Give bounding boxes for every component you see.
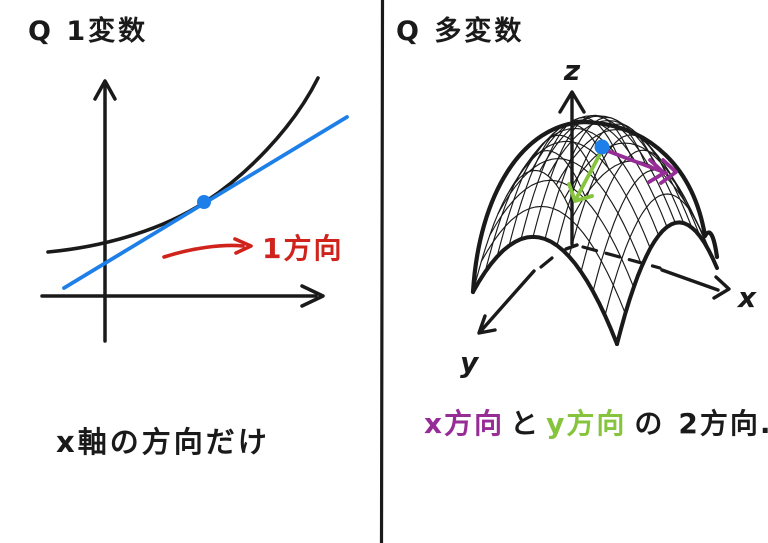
z-axis-label: z bbox=[563, 54, 581, 87]
caption-y-direction: y方向 bbox=[546, 407, 626, 440]
dome-front-left-edge bbox=[471, 234, 619, 346]
y-direction-arrowhead-icon bbox=[567, 182, 594, 203]
panel-divider bbox=[379, 0, 385, 543]
z-axis bbox=[564, 92, 579, 251]
left-y-axis-arrowhead-icon bbox=[93, 79, 117, 101]
caption-and: と bbox=[510, 407, 540, 440]
left-x-axis-arrowhead-icon bbox=[300, 284, 325, 308]
direction-arrowhead-icon bbox=[233, 237, 253, 255]
left-panel-graph: 1方向 Q 1変数 x軸の方向だけ bbox=[28, 15, 349, 459]
dome-front-right-edge bbox=[615, 220, 719, 346]
dome-mesh-line bbox=[530, 115, 676, 224]
dome-mesh-line bbox=[472, 236, 618, 345]
y-axis-arrowhead-icon bbox=[477, 314, 497, 335]
y-axis-hidden-dashed bbox=[539, 256, 554, 269]
x-axis-arrowhead-icon bbox=[712, 275, 731, 300]
dome-mesh-line bbox=[480, 205, 626, 315]
surface-point bbox=[594, 139, 610, 155]
dome-mesh-line bbox=[505, 140, 651, 249]
direction-arrow bbox=[162, 243, 245, 259]
caption-x-direction: x方向 bbox=[424, 407, 504, 440]
dome-mesh-line bbox=[489, 179, 635, 288]
y-axis bbox=[478, 269, 536, 334]
dome-mesh-line bbox=[514, 127, 660, 237]
y-direction-arrow bbox=[575, 152, 602, 199]
x-axis-label: x bbox=[736, 281, 757, 314]
right-panel-title: Q 多変数 bbox=[396, 15, 524, 47]
left-panel-caption: x軸の方向だけ bbox=[56, 425, 270, 459]
left-panel-title: Q 1変数 bbox=[28, 15, 148, 47]
dome-mesh-line bbox=[564, 142, 710, 251]
x-direction-arrowhead-icon bbox=[647, 158, 678, 185]
caption-two-directions: 2方向. bbox=[678, 407, 768, 440]
right-panel-caption: x方向と y方向の 2方向. bbox=[424, 407, 768, 440]
tangent-point bbox=[197, 195, 211, 209]
z-axis-arrowhead-icon bbox=[558, 90, 586, 114]
caption-of: の bbox=[634, 407, 664, 440]
x-axis bbox=[660, 268, 720, 292]
x-axis-hidden-dashed bbox=[581, 245, 662, 270]
dome-outline bbox=[470, 119, 720, 295]
right-panel-graph: z x y Q 多変数 x方向と y方向の 2方向. bbox=[396, 15, 768, 440]
direction-label: 1方向 bbox=[262, 232, 343, 265]
dome-mesh-line bbox=[572, 160, 718, 269]
function-curve bbox=[46, 76, 320, 254]
y-axis-label: y bbox=[460, 346, 480, 379]
dome-mesh-line bbox=[497, 158, 643, 267]
